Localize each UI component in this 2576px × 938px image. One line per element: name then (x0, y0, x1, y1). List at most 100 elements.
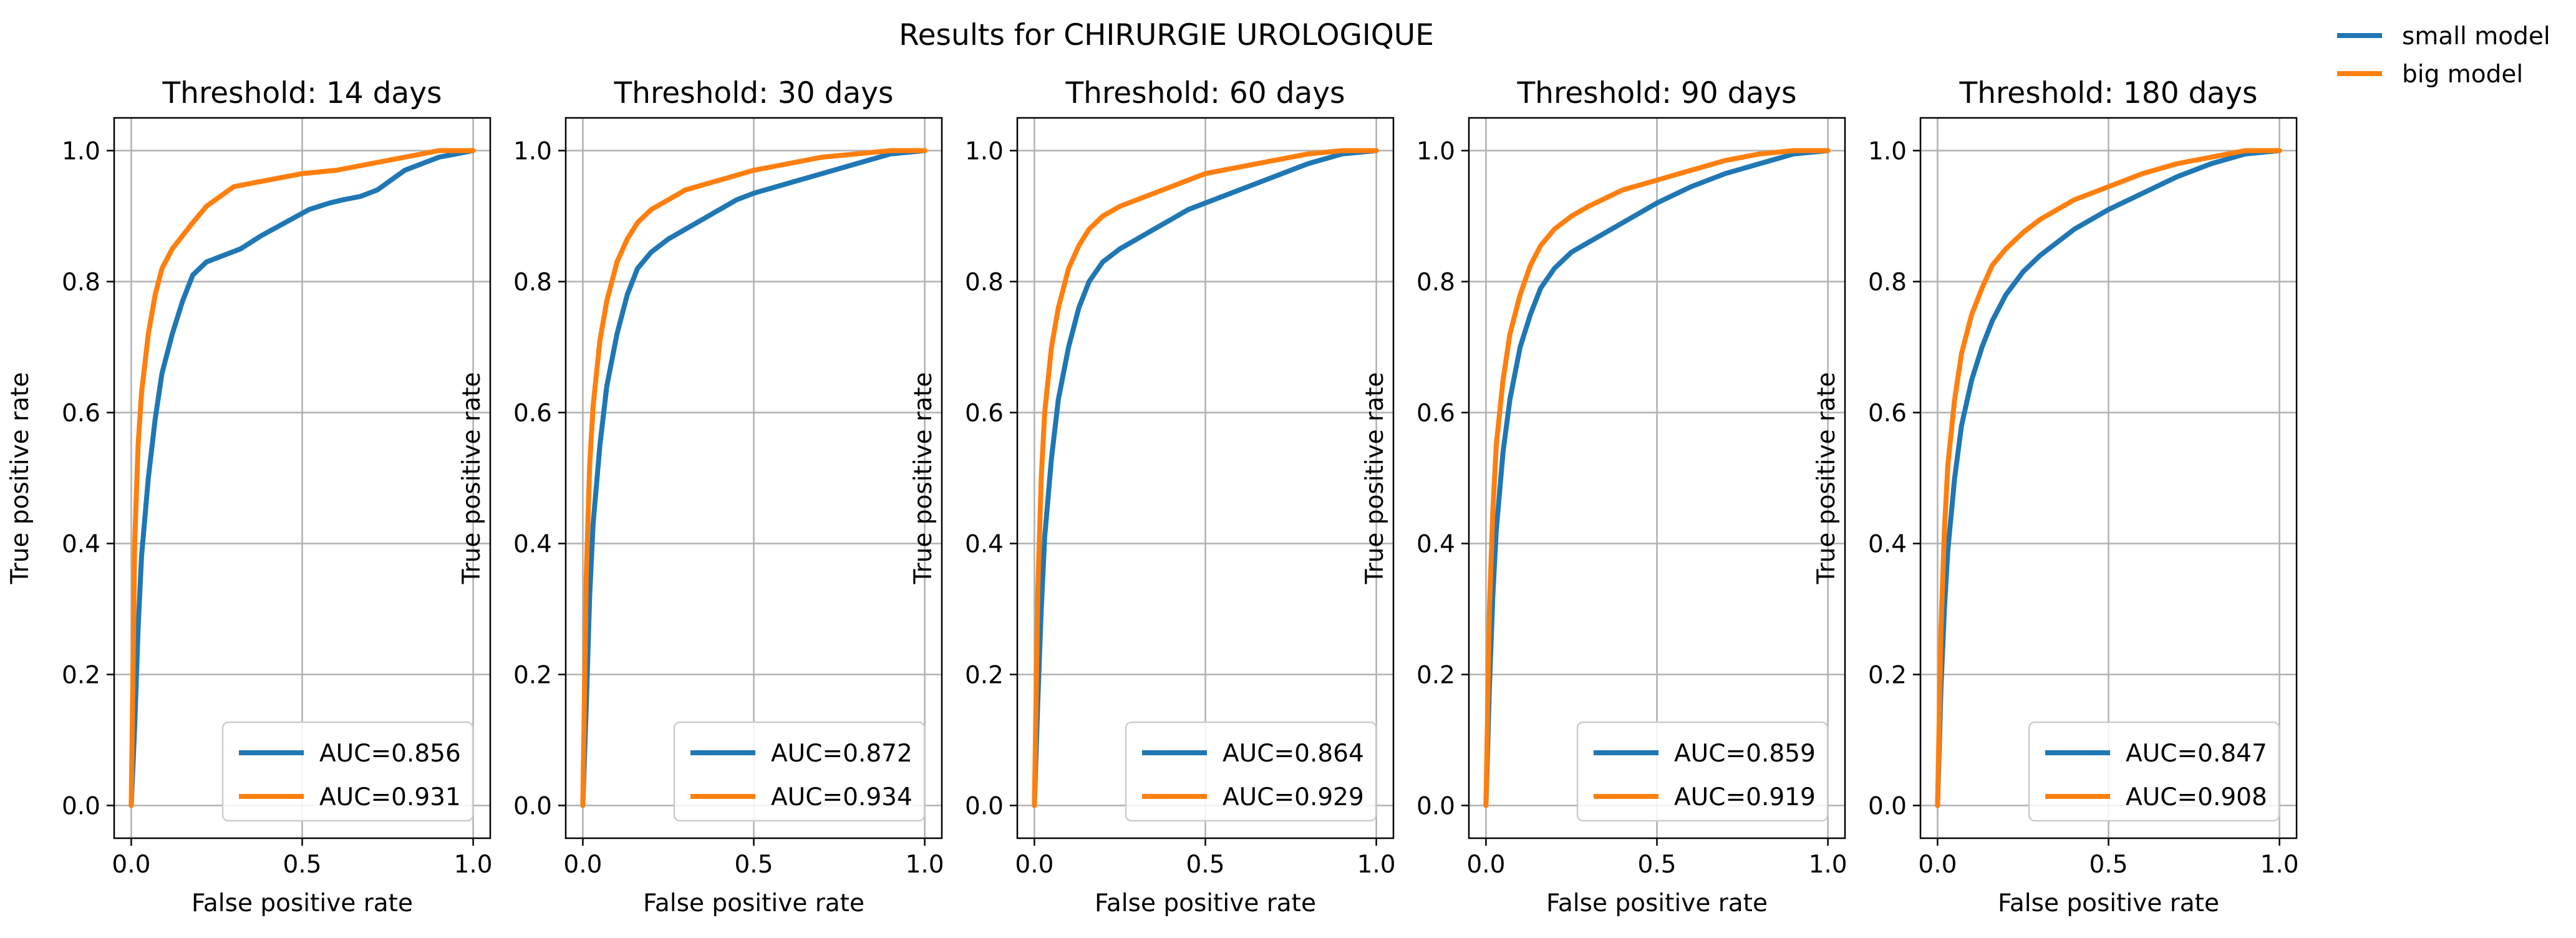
x-tick-label: 0.0 (112, 851, 150, 879)
roc-curve-small-model (580, 148, 927, 808)
roc-panel-3: 0.0 0.5 1.0 0.0 0.2 0.4 0.6 0.8 1.0 Threshold: 60… (909, 76, 1396, 917)
y-tick-label: 0.2 (513, 662, 552, 690)
y-tick-label: 0.4 (513, 531, 552, 559)
x-tick-label: 0.0 (1918, 851, 1957, 879)
legend-entry-label: AUC=0.919 (1674, 783, 1816, 811)
x-tick-label: 0.5 (2089, 851, 2128, 879)
legend-entry-label: AUC=0.856 (319, 740, 461, 768)
x-axis-label: False positive rate (643, 889, 864, 917)
y-tick-label: 0.8 (1868, 269, 1907, 297)
legend-entry-label: AUC=0.859 (1674, 740, 1816, 768)
roc-curve-big-model (1483, 148, 1831, 808)
y-tick-label: 0.6 (965, 400, 1004, 428)
roc-panel-2: 0.0 0.5 1.0 0.0 0.2 0.4 0.6 0.8 1.0 Threshold: 30… (458, 76, 944, 917)
x-tick-label: 1.0 (454, 851, 493, 879)
roc-curve-big-model (128, 148, 476, 808)
x-tick-label: 0.0 (563, 851, 602, 879)
axes-frame (1468, 117, 1846, 839)
y-tick-label: 0.8 (62, 269, 100, 297)
y-axis-label: True positive rate (6, 372, 34, 585)
y-axis-label: True positive rate (458, 372, 486, 585)
legend-entry-label: AUC=0.908 (2126, 783, 2267, 811)
x-tick-label: 0.5 (283, 851, 321, 879)
y-tick-label: 0.4 (965, 531, 1004, 559)
x-tick-label: 0.5 (1637, 851, 1676, 879)
y-axis-label: True positive rate (909, 372, 937, 585)
x-axis-label: False positive rate (1998, 889, 2219, 917)
y-tick-label: 0.6 (1416, 400, 1455, 428)
y-tick-label: 1.0 (965, 138, 1004, 166)
roc-curve-small-model (1032, 148, 1379, 808)
figure-suptitle: Results for CHIRURGIE UROLOGIQUE (899, 18, 1434, 52)
panel-title: Threshold: 60 days (1065, 76, 1345, 110)
y-tick-label: 0.0 (1416, 793, 1455, 821)
y-tick-label: 0.0 (513, 793, 552, 821)
roc-panel-4: 0.0 0.5 1.0 0.0 0.2 0.4 0.6 0.8 1.0 Threshold: 90… (1361, 76, 1847, 917)
y-tick-label: 0.2 (965, 662, 1004, 690)
roc-panel-5: 0.0 0.5 1.0 0.0 0.2 0.4 0.6 0.8 1.0 Threshold: 18… (1813, 76, 2299, 917)
y-tick-label: 0.8 (965, 269, 1004, 297)
panel-legend: AUC=0.872 AUC=0.934 (673, 721, 926, 822)
x-axis-label: False positive rate (191, 889, 413, 917)
subplot-panels: 0.0 0.5 1.0 0.0 0.2 0.4 0.6 0.8 1.0 Threshold: 14… (6, 76, 2299, 917)
roc-curve-big-model (1032, 148, 1379, 808)
panel-title: Threshold: 180 days (1959, 76, 2258, 110)
axes-frame (1016, 117, 1395, 839)
roc-curve-small-model (1935, 148, 2282, 808)
x-tick-label: 1.0 (1357, 851, 1396, 879)
axes-frame (113, 117, 491, 839)
legend-entry-label: AUC=0.934 (771, 783, 913, 811)
roc-curve-small-model (1483, 148, 1831, 808)
roc-curve-big-model (580, 148, 927, 808)
y-tick-label: 0.6 (513, 400, 552, 428)
x-tick-label: 0.5 (1186, 851, 1224, 879)
y-tick-label: 0.2 (1868, 662, 1907, 690)
x-tick-label: 0.0 (1466, 851, 1505, 879)
panel-legend: AUC=0.859 AUC=0.919 (1576, 721, 1829, 822)
roc-curve-big-model (1935, 148, 2282, 808)
roc-curve-small-model (128, 148, 476, 808)
axes-frame (1919, 117, 2298, 839)
x-axis-label: False positive rate (1546, 889, 1768, 917)
y-tick-label: 1.0 (513, 138, 552, 166)
x-tick-label: 0.0 (1015, 851, 1053, 879)
y-tick-label: 0.4 (1416, 531, 1455, 559)
x-tick-label: 1.0 (2260, 851, 2299, 879)
x-tick-label: 0.5 (734, 851, 773, 879)
y-tick-label: 0.2 (62, 662, 100, 690)
x-axis-label: False positive rate (1095, 889, 1316, 917)
y-tick-label: 1.0 (1868, 138, 1907, 166)
panel-title: Threshold: 30 days (613, 76, 893, 110)
panel-title: Threshold: 90 days (1516, 76, 1796, 110)
legend-entry-label: AUC=0.931 (319, 783, 461, 811)
legend-entry-label: AUC=0.929 (1223, 783, 1364, 811)
panel-legend: AUC=0.864 AUC=0.929 (1125, 721, 1377, 822)
legend-label-small-model: small model (2402, 22, 2550, 51)
panel-legend: AUC=0.856 AUC=0.931 (221, 721, 474, 822)
y-tick-label: 0.4 (62, 531, 100, 559)
x-tick-label: 1.0 (1809, 851, 1847, 879)
legend-entry-label: AUC=0.847 (2126, 740, 2267, 768)
y-tick-label: 0.4 (1868, 531, 1907, 559)
y-tick-label: 0.6 (62, 400, 100, 428)
y-tick-label: 0.8 (1416, 269, 1455, 297)
y-tick-label: 0.2 (1416, 662, 1455, 690)
axes-frame (564, 117, 943, 839)
panel-legend: AUC=0.847 AUC=0.908 (2028, 721, 2280, 822)
legend-label-big-model: big model (2402, 60, 2523, 89)
y-tick-label: 1.0 (62, 138, 100, 166)
y-tick-label: 0.8 (513, 269, 552, 297)
legend-entry-label: AUC=0.872 (771, 740, 913, 768)
y-tick-label: 0.0 (1868, 793, 1907, 821)
y-tick-label: 0.6 (1868, 400, 1907, 428)
y-tick-label: 1.0 (1416, 138, 1455, 166)
panel-title: Threshold: 14 days (162, 76, 442, 110)
x-tick-label: 1.0 (906, 851, 944, 879)
y-axis-label: True positive rate (1813, 372, 1841, 585)
y-tick-label: 0.0 (965, 793, 1004, 821)
y-axis-label: True positive rate (1361, 372, 1389, 585)
y-tick-label: 0.0 (62, 793, 100, 821)
legend-entry-label: AUC=0.864 (1223, 740, 1364, 768)
figure-legend: small model big model (2337, 22, 2550, 89)
